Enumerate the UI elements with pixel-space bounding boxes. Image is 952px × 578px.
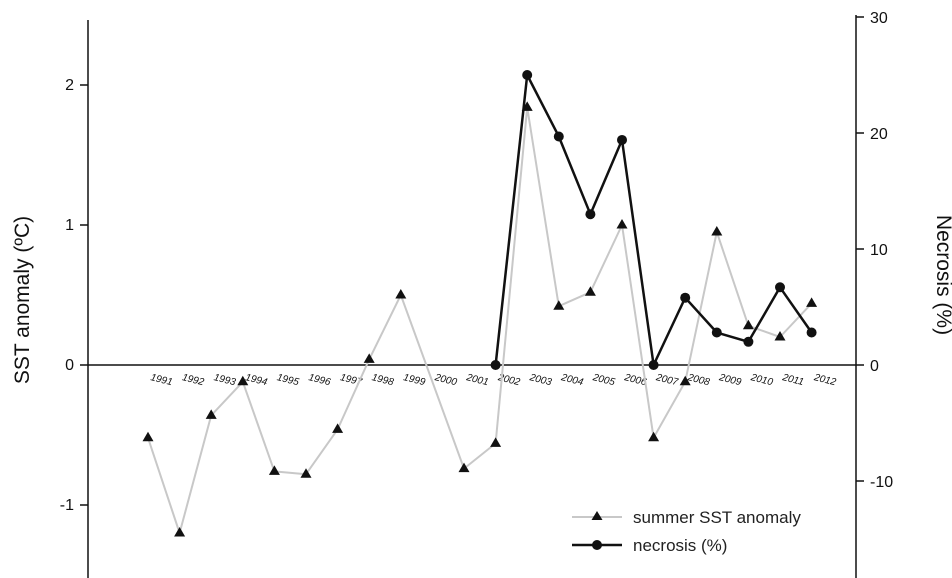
x-tick-label: 1998 [370,372,395,388]
y-right-tick-label: 10 [870,242,888,259]
x-tick-label: 2010 [749,372,775,388]
x-tick-label: 2007 [654,372,680,388]
sst-series-line [147,106,813,534]
y-left-tick-label: -1 [60,497,74,514]
y-axis-title-right: Necrosis (%) [932,215,952,335]
sst-point [774,331,786,341]
necrosis-point [522,70,533,80]
sst-point [332,423,344,433]
sst-point [742,319,754,330]
sst-point [553,300,565,310]
sst-point [806,297,818,307]
x-tick-label: 1995 [276,372,301,388]
x-tick-label: 2011 [780,372,805,388]
necrosis-point [490,360,501,370]
necrosis-point [711,327,722,338]
x-tick-label: 1994 [244,372,269,388]
sst-point [268,465,280,475]
x-tick-label: 2005 [591,372,617,388]
legend: summer SST anomaly necrosis (%) [572,508,801,555]
x-tick-label: 2002 [496,372,522,388]
sst-point [616,219,628,229]
legend-sst-marker [591,511,603,520]
x-tick-label: 2008 [686,372,712,388]
sst-point [648,431,660,442]
sst-point [490,437,502,447]
y-left-tick-label: 0 [65,357,74,374]
series-layer [142,70,818,537]
legend-necrosis-marker [592,540,602,550]
x-tick-label: 1996 [307,372,332,388]
necrosis-point [553,131,564,142]
x-tick-label: 2012 [812,372,838,388]
y-right-tick-label: -10 [870,474,893,491]
sst-point [584,286,596,296]
sst-point [363,353,375,363]
y-right-tick-label: 30 [870,10,888,27]
y-right-tick-label: 20 [870,126,888,143]
sst-point [237,375,249,386]
x-tick-label: 2004 [559,372,585,388]
x-tick-label: 2000 [433,372,459,388]
sst-point [711,226,723,236]
sst-point [679,375,691,386]
legend-necrosis-label: necrosis (%) [633,536,727,555]
sst-point [174,527,186,537]
necrosis-point [648,360,659,370]
x-tick-label: 1999 [402,372,427,388]
sst-point [458,462,470,473]
x-tick-label: 2003 [528,372,554,388]
sst-point [142,431,154,442]
x-tick-label: 1993 [212,372,237,388]
necrosis-point [806,327,817,338]
x-tick-label: 2001 [464,372,489,388]
necrosis-point [775,282,785,293]
necrosis-point [743,336,754,347]
sst-point [205,409,217,419]
x-tick-label: 1992 [181,372,206,388]
y-left-tick-label: 1 [65,217,74,234]
necrosis-point [585,209,596,220]
necrosis-point [680,292,691,303]
sst-point [395,289,407,299]
x-tick-label: 1991 [149,372,173,388]
necrosis-series-line [494,73,813,367]
y-axis-title-left: SST anomaly (ºC) [11,216,34,384]
x-tick-label: 2009 [717,372,743,388]
legend-sst-label: summer SST anomaly [633,508,801,527]
necrosis-point [617,134,627,145]
y-right-tick-label: 0 [870,358,879,375]
sst-point [300,468,312,478]
y-left-tick-label: 2 [65,77,74,94]
